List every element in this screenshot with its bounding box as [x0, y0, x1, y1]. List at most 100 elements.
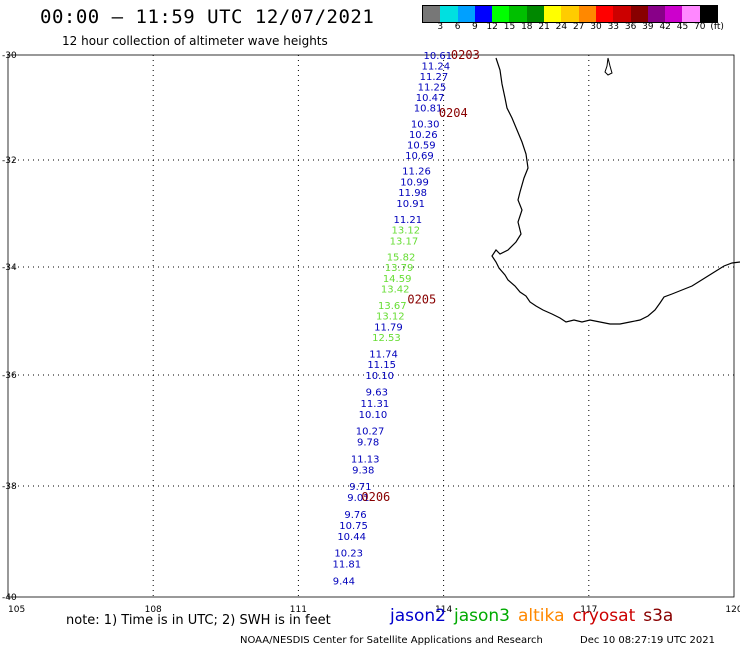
timestamp-text: Dec 10 08:27:19 UTC 2021: [580, 635, 715, 646]
wave-height-value: 9.01: [347, 493, 369, 504]
wave-height-value: 10.27: [356, 427, 385, 438]
wave-height-value: 9.44: [333, 576, 355, 587]
wave-height-value: 9.38: [352, 465, 374, 476]
longitude-tick-label: 108: [145, 605, 162, 615]
wave-height-colorbar: [422, 5, 719, 23]
wave-height-value: 11.98: [398, 188, 427, 199]
wave-height-value: 10.99: [400, 177, 429, 188]
longitude-tick-label: 117: [580, 605, 597, 615]
colorbar-swatch: [492, 6, 510, 22]
wave-height-value: 11.31: [361, 399, 390, 410]
latitude-tick-label: -38: [2, 482, 17, 492]
legend-altika: altika: [518, 606, 565, 626]
colorbar-tick-label: 21: [538, 22, 550, 32]
colorbar-tick-label: (ft): [710, 22, 724, 32]
colorbar-tick-label: 15: [503, 22, 516, 32]
colorbar-swatch: [595, 6, 614, 22]
longitude-tick-label: 105: [8, 605, 25, 615]
colorbar-swatch: [474, 6, 493, 22]
wave-height-value: 10.69: [405, 151, 434, 162]
colorbar-swatch: [630, 6, 648, 22]
credit-text: NOAA/NESDIS Center for Satellite Applica…: [240, 635, 543, 646]
colorbar-swatch: [682, 6, 700, 22]
wave-height-value: 13.12: [392, 226, 421, 237]
wave-height-value: 13.79: [385, 263, 414, 274]
axis-tick-labels: 105 108 111 114 117 120 -30 -32 -34 -36 -38 -40: [2, 51, 740, 615]
colorbar-swatch: [561, 6, 579, 22]
colorbar-swatch: [526, 6, 545, 22]
latitude-tick-label: -30: [2, 51, 17, 61]
wave-height-value: 13.12: [376, 312, 405, 323]
wave-height-value: 10.81: [414, 104, 443, 115]
wave-height-value: 10.26: [409, 130, 438, 141]
island-outline: [604, 57, 613, 76]
wave-height-value: 10.75: [339, 521, 368, 532]
legend-cryosat: cryosat: [572, 606, 636, 626]
colorbar-labels: 3 6 9 12 15 18 21 24 27 30 33 36 39 42 45 70 (ft): [422, 22, 740, 34]
wave-height-value: 11.13: [351, 454, 380, 465]
wave-height-value: 10.61: [423, 51, 452, 62]
track-time-label: 0204: [439, 106, 468, 120]
colorbar-tick-label: 12: [486, 22, 498, 32]
track-time-labels: 0203 0204 0205 0206: [361, 48, 479, 504]
wave-height-value: 9.71: [349, 482, 371, 493]
wave-height-value: 10.30: [411, 119, 440, 130]
colorbar-tick-label: 30: [590, 22, 602, 32]
footer-note: note: 1) Time is in UTC; 2) SWH is in fe…: [66, 613, 331, 628]
colorbar-swatch: [509, 6, 527, 22]
colorbar-tick-label: 18: [521, 22, 533, 32]
colorbar-tick-label: 39: [642, 22, 654, 32]
legend-s3a: s3a: [643, 606, 674, 626]
track-time-label: 0205: [407, 292, 436, 306]
colorbar-swatch: [578, 6, 596, 22]
wave-height-value: 9.76: [344, 510, 366, 521]
wave-height-value: 11.27: [420, 72, 449, 83]
map-title: 00:00 – 11:59 UTC 12/07/2021: [40, 6, 375, 28]
legend-jason2: jason2: [390, 606, 446, 626]
colorbar-swatch: [647, 6, 666, 22]
colorbar-tick-label: 36: [624, 22, 637, 32]
track-time-label: 0203: [451, 48, 480, 62]
wave-height-value: 10.10: [359, 410, 388, 421]
wave-height-value: 11.21: [393, 215, 422, 226]
wave-height-value: 11.81: [332, 560, 361, 571]
satellite-legend: jason2 jason3 altika cryosat s3a: [390, 606, 681, 626]
wave-height-value: 11.74: [369, 349, 398, 360]
latitude-tick-label: -40: [2, 593, 17, 603]
colorbar-tick-label: 33: [607, 22, 620, 32]
colorbar-swatch: [440, 6, 458, 22]
colorbar-tick-label: 3: [437, 22, 444, 32]
colorbar-tick-label: 70: [694, 22, 706, 32]
wave-height-value: 12.53: [372, 333, 401, 344]
colorbar-tick-label: 24: [555, 22, 568, 32]
wave-height-value: 11.25: [418, 83, 447, 94]
wave-height-value: 11.26: [402, 167, 431, 178]
wave-height-value: 10.44: [337, 532, 366, 543]
map-subtitle: 12 hour collection of altimeter wave hei…: [62, 34, 328, 48]
australia-coastline: [491, 57, 740, 325]
colorbar-swatch: [457, 6, 475, 22]
lat-lon-grid: [7, 54, 735, 598]
wave-height-value: 11.15: [367, 360, 396, 371]
map-frame: [7, 54, 735, 598]
wave-height-value: 14.59: [383, 274, 412, 285]
wave-height-value: 10.47: [416, 93, 445, 104]
latitude-tick-label: -32: [2, 156, 17, 166]
wave-height-value: 13.42: [381, 285, 410, 296]
wave-height-value: 10.91: [396, 199, 425, 210]
wave-height-value: 11.24: [422, 62, 451, 73]
longitude-tick-label: 111: [290, 605, 307, 615]
track-time-label: 0206: [361, 490, 390, 504]
longitude-tick-label: 120: [725, 605, 740, 615]
colorbar-tick-label: 6: [454, 22, 461, 32]
wave-height-value: 10.59: [407, 140, 436, 151]
wave-height-value: 13.17: [390, 236, 419, 247]
longitude-tick-label: 114: [435, 605, 452, 615]
legend-jason3: jason3: [454, 606, 510, 626]
colorbar-swatch: [544, 6, 562, 22]
wave-height-value: 9.78: [357, 438, 379, 449]
colorbar-swatch: [665, 6, 683, 22]
colorbar-swatch: [423, 6, 441, 22]
